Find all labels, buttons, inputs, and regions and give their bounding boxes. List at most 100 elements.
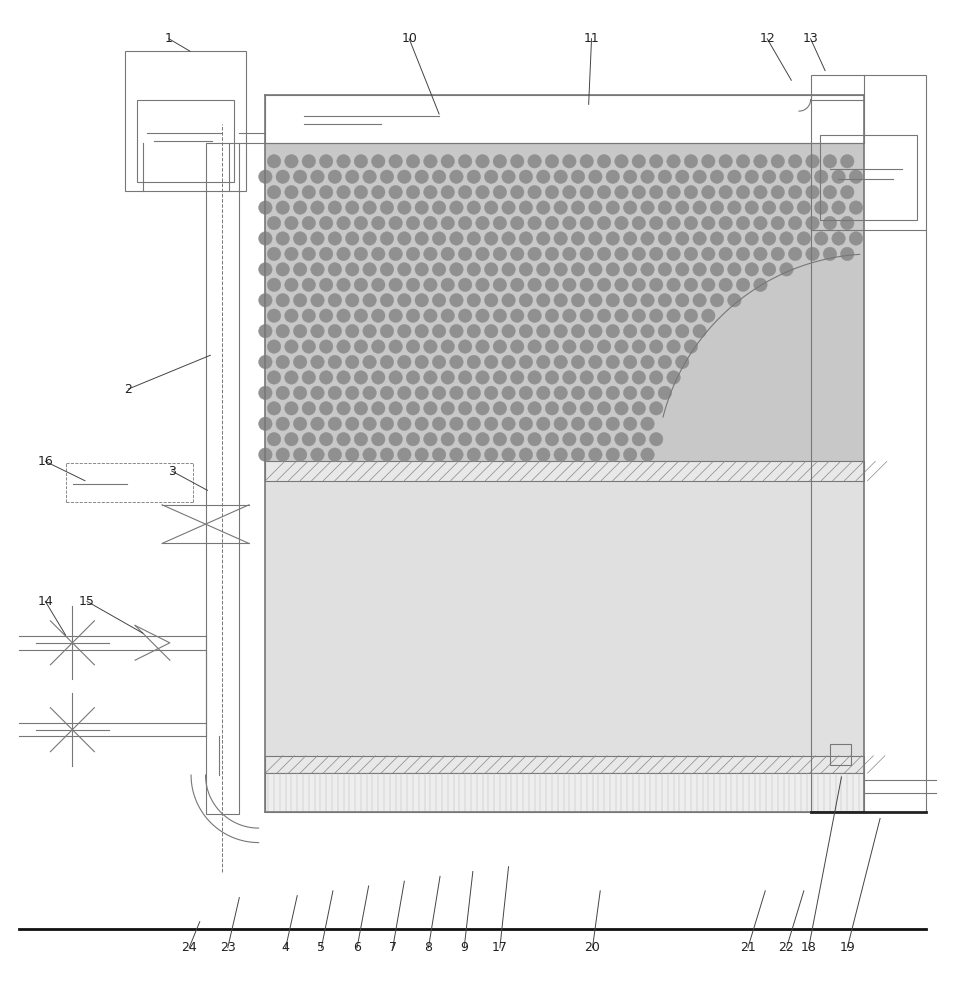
Circle shape: [606, 386, 620, 400]
Circle shape: [719, 247, 732, 261]
Circle shape: [380, 386, 394, 400]
Text: 9: 9: [460, 941, 468, 954]
Circle shape: [736, 216, 750, 230]
Circle shape: [580, 309, 593, 322]
Circle shape: [319, 432, 333, 446]
Circle shape: [484, 417, 498, 431]
Circle shape: [450, 448, 463, 461]
Circle shape: [285, 155, 298, 168]
Circle shape: [537, 170, 550, 183]
Circle shape: [649, 432, 663, 446]
Circle shape: [615, 402, 628, 415]
Circle shape: [502, 263, 515, 276]
Circle shape: [676, 170, 689, 183]
Text: 15: 15: [79, 595, 95, 608]
Circle shape: [580, 155, 593, 168]
Circle shape: [563, 278, 576, 292]
Circle shape: [345, 417, 359, 431]
Circle shape: [493, 185, 507, 199]
Circle shape: [788, 247, 802, 261]
Circle shape: [415, 417, 428, 431]
Circle shape: [780, 170, 793, 183]
Circle shape: [597, 155, 611, 168]
Circle shape: [432, 386, 446, 400]
Text: 18: 18: [801, 941, 816, 954]
Circle shape: [580, 371, 593, 384]
Circle shape: [623, 263, 637, 276]
Circle shape: [432, 324, 446, 338]
Circle shape: [267, 371, 281, 384]
Circle shape: [554, 448, 567, 461]
Circle shape: [450, 293, 463, 307]
Bar: [820, 135, 917, 220]
Circle shape: [441, 185, 455, 199]
Circle shape: [484, 324, 498, 338]
Circle shape: [424, 402, 437, 415]
Circle shape: [710, 263, 724, 276]
Circle shape: [467, 170, 481, 183]
Circle shape: [823, 185, 837, 199]
Circle shape: [337, 155, 350, 168]
Circle shape: [406, 340, 420, 353]
Circle shape: [684, 309, 698, 322]
Circle shape: [293, 324, 307, 338]
Circle shape: [372, 432, 385, 446]
Circle shape: [293, 448, 307, 461]
Circle shape: [398, 293, 411, 307]
Circle shape: [745, 170, 758, 183]
Circle shape: [676, 201, 689, 214]
Circle shape: [841, 185, 854, 199]
Circle shape: [354, 155, 368, 168]
Circle shape: [693, 170, 706, 183]
Circle shape: [302, 185, 316, 199]
Circle shape: [528, 247, 541, 261]
Circle shape: [311, 386, 324, 400]
Text: 12: 12: [759, 32, 775, 45]
Circle shape: [658, 355, 672, 369]
Text: 3: 3: [168, 465, 176, 478]
Circle shape: [328, 170, 342, 183]
Circle shape: [389, 216, 402, 230]
Circle shape: [571, 170, 585, 183]
Circle shape: [510, 432, 524, 446]
Circle shape: [502, 201, 515, 214]
Circle shape: [545, 247, 559, 261]
Circle shape: [719, 185, 732, 199]
Circle shape: [736, 185, 750, 199]
Circle shape: [380, 201, 394, 214]
Circle shape: [467, 201, 481, 214]
Circle shape: [354, 432, 368, 446]
Circle shape: [563, 185, 576, 199]
Circle shape: [328, 386, 342, 400]
Circle shape: [493, 247, 507, 261]
Circle shape: [467, 263, 481, 276]
Circle shape: [537, 263, 550, 276]
Circle shape: [380, 232, 394, 245]
Circle shape: [363, 232, 376, 245]
Circle shape: [484, 263, 498, 276]
Circle shape: [606, 263, 620, 276]
Circle shape: [554, 355, 567, 369]
Circle shape: [259, 170, 272, 183]
Circle shape: [484, 201, 498, 214]
Circle shape: [641, 293, 654, 307]
Circle shape: [771, 247, 785, 261]
Circle shape: [823, 247, 837, 261]
Text: 8: 8: [425, 941, 432, 954]
Circle shape: [597, 185, 611, 199]
Circle shape: [814, 201, 828, 214]
Bar: [265, 461, 864, 481]
Circle shape: [441, 371, 455, 384]
Circle shape: [528, 402, 541, 415]
Circle shape: [606, 448, 620, 461]
Circle shape: [467, 293, 481, 307]
Circle shape: [319, 278, 333, 292]
Circle shape: [458, 309, 472, 322]
Circle shape: [658, 324, 672, 338]
Circle shape: [571, 448, 585, 461]
Circle shape: [780, 232, 793, 245]
Circle shape: [259, 324, 272, 338]
Circle shape: [832, 232, 845, 245]
Circle shape: [406, 371, 420, 384]
Circle shape: [450, 355, 463, 369]
